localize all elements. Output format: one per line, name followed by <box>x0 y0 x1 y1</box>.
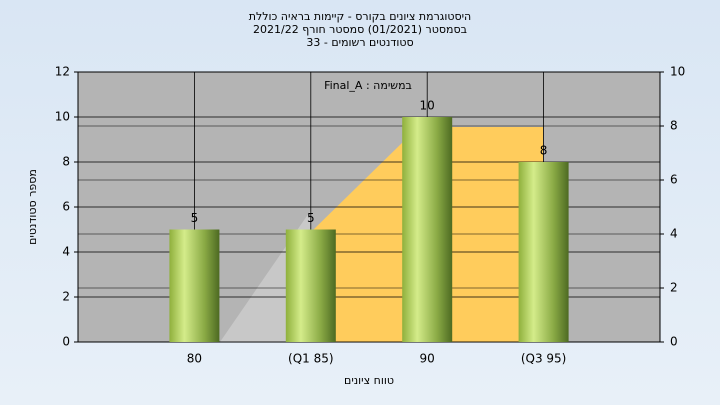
x-tick-label: (Q3 95) <box>521 352 567 366</box>
value-label: 5 <box>191 211 199 225</box>
bar <box>285 229 336 342</box>
y2-tick-label: 2 <box>670 281 678 295</box>
value-label: 8 <box>540 144 548 158</box>
y2-tick-label: 0 <box>670 335 678 349</box>
bar <box>518 162 569 342</box>
x-tick-label: 80 <box>187 352 202 366</box>
y2-tick-label: 10 <box>670 65 685 79</box>
annotation: Final_A : במשימה <box>324 79 412 92</box>
y-tick-label: 8 <box>62 155 70 169</box>
chart-title: היסטוגרמת ציונים בקורס - קיימות בראיה כו… <box>249 10 472 23</box>
y-tick-label: 6 <box>62 200 70 214</box>
chart-subtitle: בסמסטר (01/2021) סמסטר חורף 2021/22 <box>253 23 467 36</box>
y2-tick-label: 6 <box>670 173 678 187</box>
chart-subtitle: סטודנטים רשומים - 33 <box>306 36 413 49</box>
x-axis-label: טווח ציונים <box>344 374 394 387</box>
bar <box>169 229 220 342</box>
value-label: 5 <box>307 211 315 225</box>
y2-tick-label: 8 <box>670 119 678 133</box>
y-tick-label: 12 <box>55 65 70 79</box>
x-tick-label: 90 <box>420 352 435 366</box>
x-tick-label: (Q1 85) <box>288 352 334 366</box>
y-tick-label: 10 <box>55 110 70 124</box>
y2-tick-label: 4 <box>670 227 678 241</box>
y-tick-label: 4 <box>62 245 70 259</box>
bar <box>402 117 453 342</box>
value-label: 10 <box>420 99 435 113</box>
y-tick-label: 2 <box>62 290 70 304</box>
y-axis-label: מספר סטודנטים <box>26 169 39 245</box>
y-tick-label: 0 <box>62 335 70 349</box>
